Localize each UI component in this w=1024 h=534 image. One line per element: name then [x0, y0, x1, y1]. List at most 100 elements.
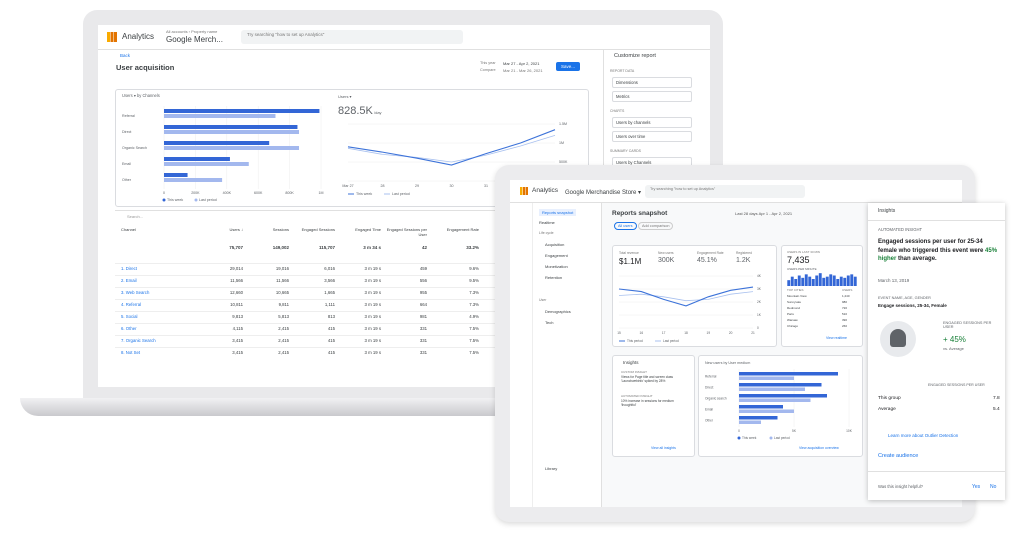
kpi-value: 45.1% — [697, 257, 717, 264]
chip[interactable]: All users — [614, 222, 637, 230]
headline-text: Engaged sessions per user for 25-34 fema… — [878, 239, 986, 254]
row-divider — [115, 347, 587, 348]
link[interactable]: Learn more about Outlier Detection — [888, 433, 959, 438]
bar — [797, 275, 801, 286]
nav-item[interactable]: Tech — [545, 320, 554, 325]
nav-item[interactable]: Library — [545, 466, 558, 471]
feedback-yes[interactable]: Yes — [972, 484, 981, 490]
table-cell: 19,016 — [275, 266, 289, 271]
table-cell: 510 — [842, 312, 848, 316]
back-link[interactable]: Back — [120, 53, 131, 58]
bar — [739, 387, 805, 391]
total-cell: 33.2% — [466, 245, 479, 250]
channel-name[interactable]: 5. Social — [121, 314, 138, 319]
table-search[interactable]: Search... — [127, 214, 144, 219]
bar — [164, 162, 249, 166]
divider — [868, 220, 1005, 221]
table-cell: 980 — [842, 300, 848, 304]
nav-item[interactable]: Demographics — [545, 309, 571, 314]
table-cell: Mountain View — [787, 294, 807, 298]
nav-item[interactable]: Reports snapshot — [539, 209, 577, 216]
headline: Engaged sessions per user for 25-34 fema… — [878, 238, 1000, 264]
bar — [164, 141, 270, 145]
chip[interactable]: Add comparison — [638, 222, 674, 230]
insights-card: Insights CUSTOM INSIGHT Views for Page tit… — [612, 355, 695, 457]
menu-item[interactable]: Users over time — [612, 131, 692, 142]
header-bar — [98, 25, 710, 50]
table-cell: 3 m 19 s — [364, 314, 381, 319]
channel-name[interactable]: 1. Direct — [121, 266, 137, 271]
bar — [822, 277, 826, 286]
y-tick-label: 1K — [757, 313, 762, 317]
bar — [839, 276, 843, 286]
y-tick-label: Email — [705, 407, 713, 411]
table-cell: 331 — [419, 338, 427, 343]
link[interactable]: View acquisition overview — [799, 446, 839, 450]
nav-item[interactable]: Retention — [545, 275, 563, 280]
y-tick-label: Email — [122, 162, 131, 166]
date-range[interactable]: Mar 27 - Apr 2, 2021 — [503, 61, 540, 66]
nav-item[interactable]: Realtime — [539, 220, 555, 225]
metric-label: ENGAGED SESSIONS PER USER — [943, 321, 992, 329]
channel-name[interactable]: 6. Other — [121, 326, 137, 331]
nav-item[interactable]: Acquisition — [545, 242, 565, 247]
metric-vs: vs. Average — [943, 346, 964, 351]
legend-label: Last period — [774, 436, 790, 440]
nav-item[interactable]: Monetization — [545, 264, 568, 269]
search-box[interactable]: Try searching "how to set up Analytics" — [241, 30, 463, 44]
property-name[interactable]: Google Merchandise Store ▾ — [565, 190, 642, 196]
bar — [739, 372, 838, 376]
table-cell: 3 m 19 s — [364, 338, 381, 343]
menu-item[interactable]: Metrics — [612, 91, 692, 102]
save-button[interactable]: Save... — [556, 62, 581, 71]
channel-name[interactable]: 7. Organic Search — [121, 338, 156, 343]
table-cell: 1,111 — [324, 302, 335, 307]
dims-value: Engage sessions, 25-34, Female — [878, 303, 947, 308]
row-divider — [115, 335, 587, 336]
line-series — [618, 286, 754, 307]
bar — [164, 109, 320, 113]
realtime-bars: USERS PER MINUTE — [787, 267, 857, 286]
feedback-no[interactable]: No — [990, 484, 997, 490]
table-cell: 29,014 — [229, 266, 243, 271]
channel-name[interactable]: 3. Web Search — [121, 290, 150, 295]
bar — [739, 405, 783, 409]
y-tick-label: 1M — [559, 141, 564, 145]
y-tick-label: 1.5M — [559, 122, 567, 126]
table-cell: 2,415 — [278, 350, 289, 355]
dims-label: EVENT NAME, AGE, GENDER — [878, 296, 931, 300]
menu-item[interactable]: Dimensions — [612, 77, 692, 88]
total-cell: 149,002 — [272, 245, 289, 250]
x-tick-label: 5K — [792, 429, 797, 433]
insight-tag: AUTOMATED INSIGHT — [621, 394, 653, 398]
bar — [790, 276, 794, 286]
x-tick-label: 1M — [319, 191, 324, 195]
menu-item[interactable]: Users by channels — [612, 117, 692, 128]
channel-name[interactable]: 2. Email — [121, 278, 137, 283]
bar — [801, 277, 805, 286]
legend-label: This period — [627, 339, 643, 343]
table-cell: 415 — [327, 338, 335, 343]
kpi-value: 300K — [658, 257, 675, 264]
channel-name[interactable]: 8. Not Set — [121, 350, 141, 355]
button-link[interactable]: Create audience — [878, 453, 919, 459]
search-box[interactable]: Try searching "how to set up Analytics" — [645, 185, 805, 198]
property-name[interactable]: Google Merch... — [166, 35, 223, 44]
nav-item[interactable]: Life cycle — [539, 231, 554, 235]
link[interactable]: View all insights — [651, 446, 676, 450]
kpi-line-chart: 0 1K 2K 3K 4K 15 16 17 18 19 20 21 This period Last p… — [617, 274, 762, 343]
x-tick-label: 19 — [707, 331, 711, 335]
table-cell: Paris — [787, 312, 794, 316]
nav-item[interactable]: Engagement — [545, 253, 568, 258]
row-divider — [115, 287, 587, 288]
legend-swatch — [737, 436, 741, 440]
x-tick-label: 15 — [617, 331, 621, 335]
date-range[interactable]: Last 28 days Apr 1 - Apr 2, 2021 — [735, 211, 793, 216]
kpi-value: 1.2K — [736, 257, 751, 264]
link[interactable]: View realtime — [826, 336, 847, 340]
nav-item[interactable]: User — [539, 298, 547, 302]
channel-name[interactable]: 4. Referral — [121, 302, 142, 307]
bar — [850, 274, 854, 286]
bar — [846, 275, 850, 286]
